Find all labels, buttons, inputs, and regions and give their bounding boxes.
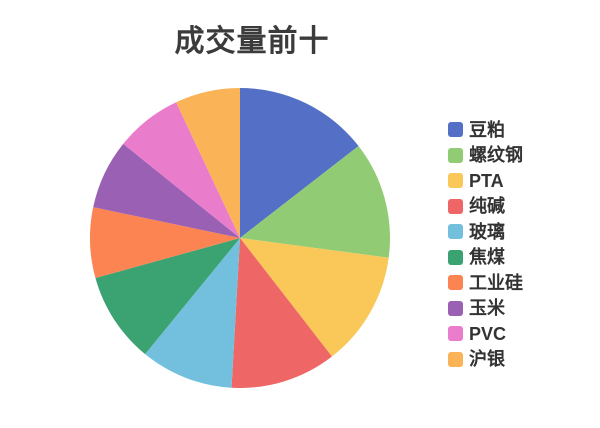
pie-slice-0[interactable] [240,88,359,238]
legend-item-6[interactable]: 工业硅 [448,270,523,296]
legend-swatch-icon [448,173,463,189]
legend-item-3[interactable]: 纯碱 [448,194,523,220]
legend-item-8[interactable]: PVC [448,321,523,347]
legend-item-2[interactable]: PTA [448,168,523,194]
pie-slice-2[interactable] [240,238,389,357]
legend-swatch-icon [448,249,463,265]
pie-slice-5[interactable] [95,238,240,355]
pie-chart [90,88,390,388]
legend-swatch-icon [448,198,463,214]
legend-label: 螺纹钢 [469,145,523,166]
legend-item-0[interactable]: 豆粕 [448,117,523,143]
pie-slice-4[interactable] [145,238,240,388]
legend-swatch-icon [448,326,463,342]
legend-label: 工业硅 [469,272,523,293]
legend-item-9[interactable]: 沪银 [448,347,523,373]
legend-label: 玉米 [469,298,505,319]
legend-swatch-icon [448,300,463,316]
legend-item-4[interactable]: 玻璃 [448,219,523,245]
legend-label: 玻璃 [469,221,505,242]
legend-item-7[interactable]: 玉米 [448,296,523,322]
chart-title: 成交量前十 [174,25,330,58]
pie-slice-3[interactable] [231,238,332,388]
pie-slice-7[interactable] [93,143,241,238]
legend-label: 沪银 [469,349,505,370]
legend-swatch-icon [448,351,463,367]
legend-swatch-icon [448,147,463,163]
legend: 豆粕螺纹钢 PTA 纯碱玻璃焦煤工业硅玉米 PVC 沪银 [448,117,523,372]
legend-label: 焦煤 [469,247,505,268]
legend-item-5[interactable]: 焦煤 [448,245,523,271]
legend-label: PTA [469,170,504,191]
pie-slice-1[interactable] [240,146,390,258]
pie-slice-6[interactable] [90,207,240,279]
legend-swatch-icon [448,275,463,291]
pie-slice-9[interactable] [176,88,240,238]
legend-item-1[interactable]: 螺纹钢 [448,143,523,169]
legend-label: 纯碱 [469,196,505,217]
legend-label: PVC [469,323,507,344]
pie-slice-8[interactable] [123,102,240,238]
legend-label: 豆粕 [469,119,505,140]
legend-swatch-icon [448,122,463,138]
legend-swatch-icon [448,224,463,240]
